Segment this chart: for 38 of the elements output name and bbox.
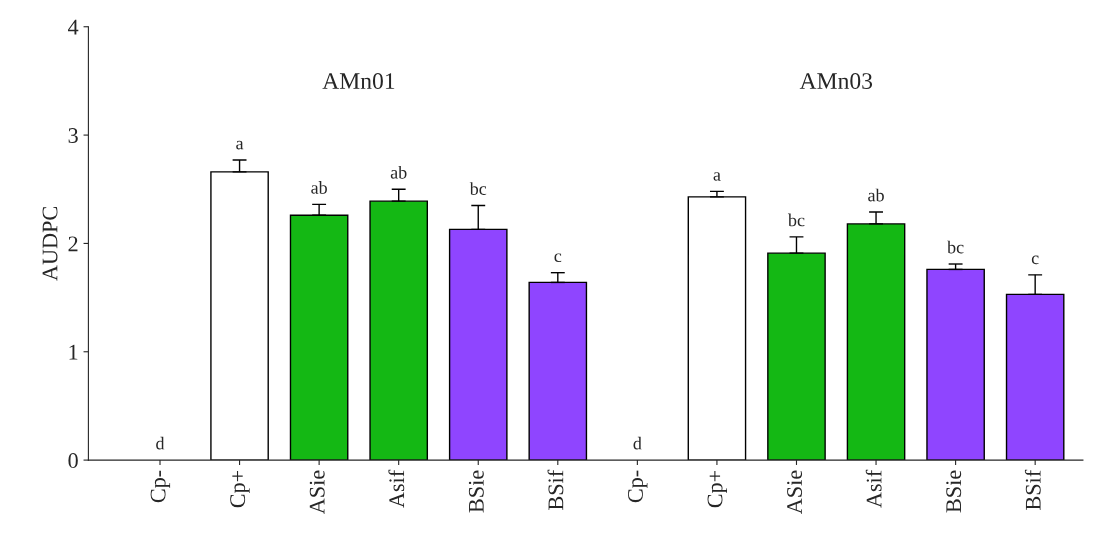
data-label: d bbox=[156, 436, 165, 450]
bar bbox=[846, 223, 906, 461]
x-tick-label: ASie bbox=[787, 470, 803, 515]
x-tick-label: Cp+ bbox=[707, 470, 727, 508]
annotation: AMn01 bbox=[322, 73, 395, 89]
x-tick-label: Cp- bbox=[150, 470, 171, 503]
x-tick-label: BSie bbox=[946, 470, 962, 513]
x-tick-label: Cp+ bbox=[230, 470, 250, 508]
y-tick-label: 2 bbox=[68, 236, 78, 252]
y-tick-label: 4 bbox=[68, 19, 79, 35]
data-label: a bbox=[713, 172, 721, 181]
bar bbox=[369, 200, 429, 461]
data-label: ab bbox=[390, 165, 407, 179]
bar bbox=[926, 268, 985, 461]
data-label: bc bbox=[469, 182, 487, 195]
x-tick-label: Cp- bbox=[627, 470, 648, 503]
y-axis-title: AUDPC bbox=[42, 206, 58, 281]
data-label: bc bbox=[787, 213, 805, 227]
data-label: ab bbox=[868, 188, 884, 202]
bar bbox=[767, 252, 826, 461]
x-tick-label: BSif bbox=[547, 469, 564, 510]
data-label: a bbox=[236, 140, 244, 150]
x-tick-label: ASie bbox=[309, 470, 325, 515]
annotation: AMn03 bbox=[799, 73, 873, 89]
x-tick-label: BSie bbox=[468, 470, 484, 513]
y-tick-label: 1 bbox=[69, 344, 78, 360]
data-label: bc bbox=[947, 240, 964, 254]
bar bbox=[210, 171, 269, 461]
bar bbox=[687, 196, 747, 461]
data-label: d bbox=[633, 436, 642, 450]
data-label: c bbox=[1031, 255, 1039, 265]
data-label: c bbox=[554, 253, 562, 263]
x-tick-label: BSif bbox=[1024, 469, 1041, 510]
data-label: ab bbox=[311, 181, 327, 194]
y-tick-label: 0 bbox=[68, 453, 78, 469]
x-tick-label: Asif bbox=[388, 469, 405, 508]
y-tick-label: 3 bbox=[68, 128, 78, 144]
x-tick-label: Asif bbox=[865, 469, 882, 508]
